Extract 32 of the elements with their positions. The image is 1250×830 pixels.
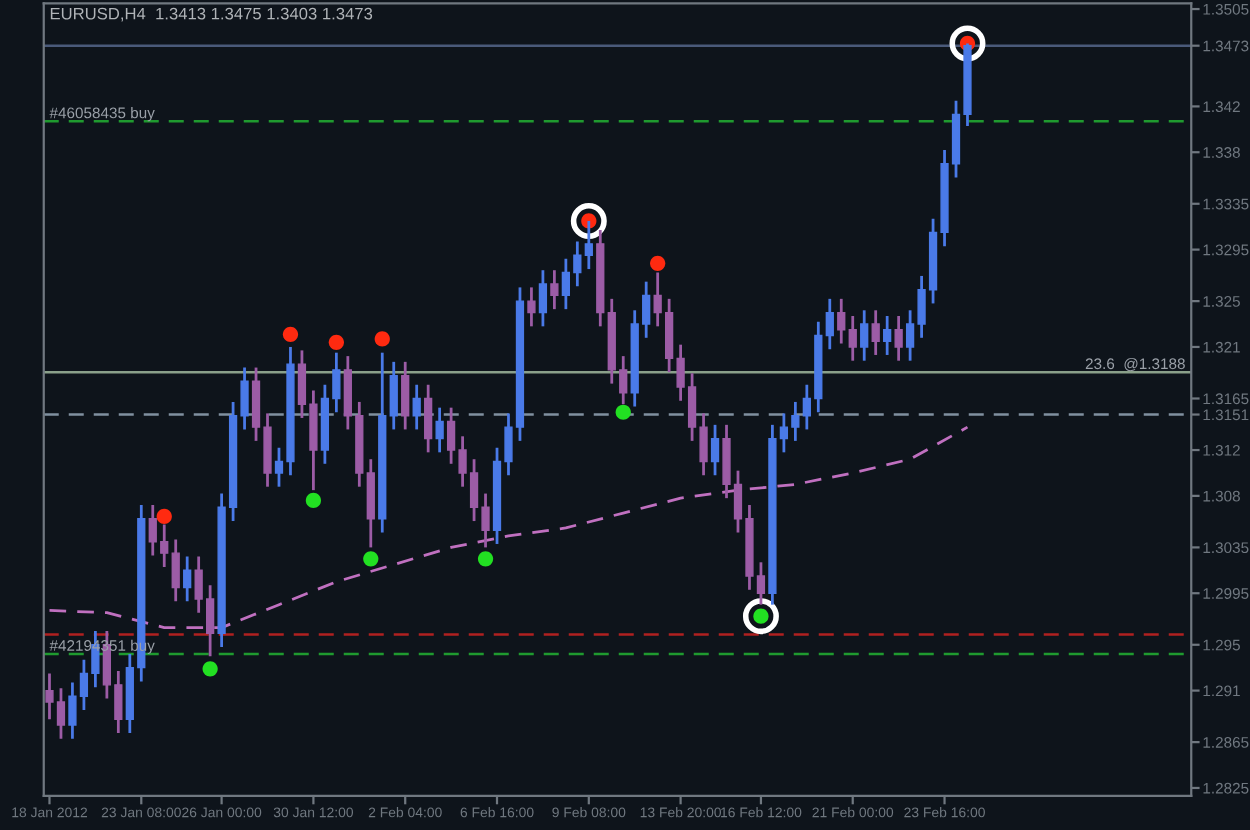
point — [374, 331, 390, 347]
candlestick — [710, 423, 720, 477]
point — [363, 551, 379, 567]
point — [477, 551, 494, 567]
candlestick — [424, 383, 433, 454]
point — [202, 661, 218, 677]
candlestick — [366, 457, 375, 549]
point — [156, 508, 172, 525]
candlestick — [527, 286, 536, 328]
candlestick — [894, 314, 903, 363]
point — [650, 255, 666, 271]
candlestick — [871, 308, 880, 357]
candlestick — [550, 268, 559, 311]
candlestick — [401, 360, 410, 431]
point — [282, 326, 299, 342]
candlestick — [538, 268, 548, 328]
candlestick — [883, 314, 892, 357]
chart-title: EURUSD,H4 1.3413 1.3475 1.3403 1.3473 — [50, 7, 373, 22]
point — [328, 334, 344, 350]
line-series — [48, 425, 969, 629]
candlestick — [837, 297, 846, 345]
candlestick — [171, 538, 180, 603]
point — [615, 404, 631, 420]
candlestick — [584, 219, 593, 271]
candlestick — [825, 297, 834, 351]
candlestick — [412, 383, 421, 431]
candlestick — [389, 360, 398, 431]
candlestick — [848, 314, 857, 363]
point — [305, 492, 322, 509]
candlestick — [435, 406, 444, 454]
candlestick — [183, 555, 192, 603]
candlestick — [860, 308, 869, 363]
